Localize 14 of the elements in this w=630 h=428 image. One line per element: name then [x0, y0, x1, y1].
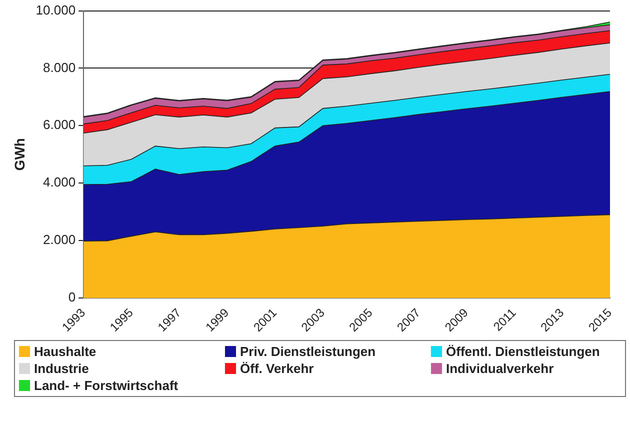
y-tick-label: 8.000: [43, 60, 76, 75]
y-tick-label: 0: [68, 290, 76, 305]
legend-label: Industrie: [33, 360, 90, 377]
legend-label: Individualverkehr: [445, 360, 555, 377]
y-tick-label: 4.000: [43, 174, 76, 190]
y-tick-label: 2.000: [43, 232, 76, 248]
y-tick-label: 6.000: [43, 117, 76, 132]
legend-label: Priv. Dienstleistungen: [239, 343, 377, 360]
legend-label: Öff. Verkehr: [239, 360, 315, 377]
legend-label: Öffentl. Dienstleistungen: [445, 343, 601, 360]
y-axis-title: GWh: [11, 138, 28, 171]
y-tick-label: 10.000: [36, 2, 76, 18]
legend-label: Haushalte: [33, 343, 98, 360]
legend-label: Land- + Forstwirtschaft: [33, 377, 180, 394]
